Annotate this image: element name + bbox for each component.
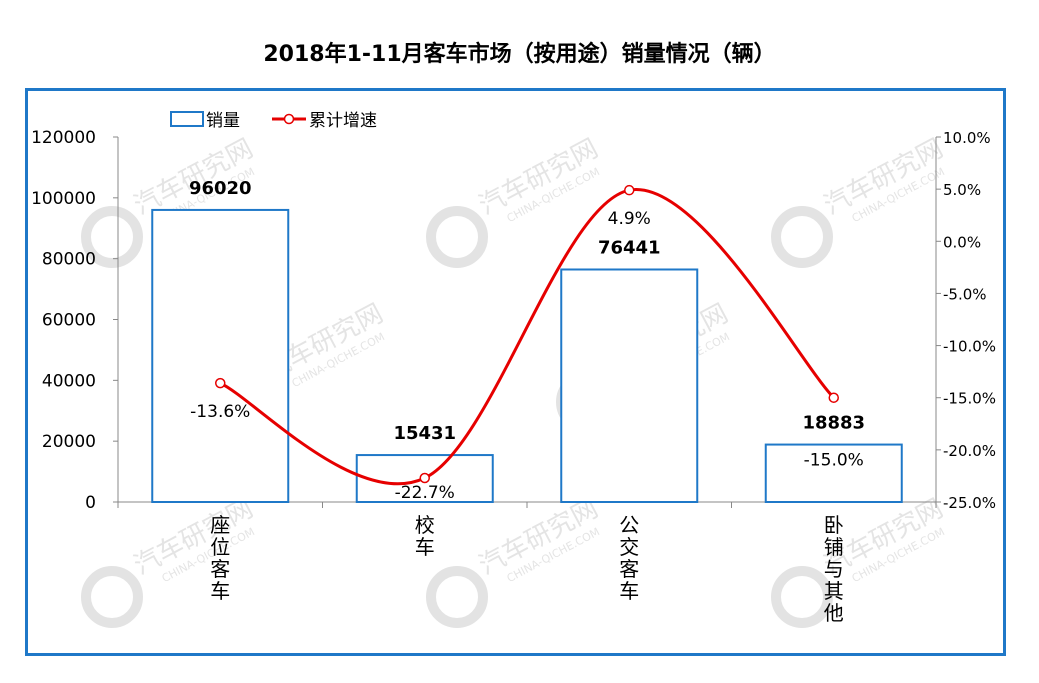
bar (151, 208, 290, 503)
y2-tick-label: -5.0% (943, 285, 987, 303)
y2-tick-label: 5.0% (943, 181, 981, 199)
y-tick-label: 60000 (42, 311, 96, 331)
bar-value-label: 15431 (393, 423, 456, 444)
y2-tick-label: 10.0% (943, 129, 991, 147)
y2-tick-label: -25.0% (943, 494, 996, 512)
category-label-char: 车 (619, 579, 639, 603)
category-label-char: 位 (210, 535, 230, 559)
y-tick-label: 40000 (42, 371, 96, 391)
growth-point (419, 472, 430, 484)
y-tick-label: 100000 (31, 189, 96, 209)
growth-value-label: -15.0% (804, 451, 864, 471)
category-label-char: 他 (824, 601, 844, 625)
bar-value-label: 18883 (802, 413, 865, 434)
category-label-char: 客 (210, 557, 230, 581)
category-label-char: 与 (824, 557, 844, 581)
category-label-char: 校 (415, 513, 435, 537)
category-label-char: 车 (415, 535, 435, 559)
bar-value-label: 76441 (598, 237, 661, 258)
y2-tick-label: 0.0% (943, 233, 981, 251)
y2-tick-label: -20.0% (943, 442, 996, 460)
category-label-char: 公 (619, 513, 639, 537)
y-tick-label: 20000 (42, 432, 96, 452)
watermark-logo-icon (771, 206, 833, 268)
category-label-char: 车 (210, 579, 230, 603)
growth-line (219, 188, 835, 486)
growth-value-label: 4.9% (608, 209, 651, 229)
growth-point (624, 184, 635, 196)
y-tick-label: 80000 (42, 250, 96, 270)
category-label-char: 座 (210, 513, 230, 537)
watermark-logo-icon (81, 566, 143, 628)
y2-tick-label: -15.0% (943, 390, 996, 408)
y-tick-label: 120000 (31, 128, 96, 148)
category-label-char: 客 (619, 557, 639, 581)
category-label-char: 铺 (824, 535, 844, 559)
bar-value-label: 96020 (189, 178, 252, 199)
watermark-logo-icon (771, 566, 833, 628)
growth-point (828, 392, 839, 403)
chart-title: 2018年1-11月客车市场（按用途）销量情况（辆） (263, 42, 776, 67)
legend-bar-swatch (170, 111, 204, 127)
category-label-char: 交 (619, 535, 639, 559)
legend-line-marker (283, 113, 295, 125)
y-tick-label: 0 (85, 493, 96, 513)
bar (764, 443, 903, 503)
legend-line-label: 累计增速 (309, 111, 377, 131)
category-label-char: 卧 (824, 513, 844, 537)
growth-value-label: -13.6% (190, 402, 250, 422)
y2-tick-label: -10.0% (943, 338, 996, 356)
legend-bar-label: 销量 (206, 111, 240, 131)
growth-value-label: -22.7% (395, 483, 455, 503)
watermark-logo-icon (81, 206, 143, 268)
chart-frame (25, 88, 1006, 656)
bar (560, 268, 699, 503)
watermark-logo-icon (426, 566, 488, 628)
watermark-logo-icon (426, 206, 488, 268)
category-label-char: 其 (824, 579, 844, 603)
growth-point (215, 377, 226, 389)
